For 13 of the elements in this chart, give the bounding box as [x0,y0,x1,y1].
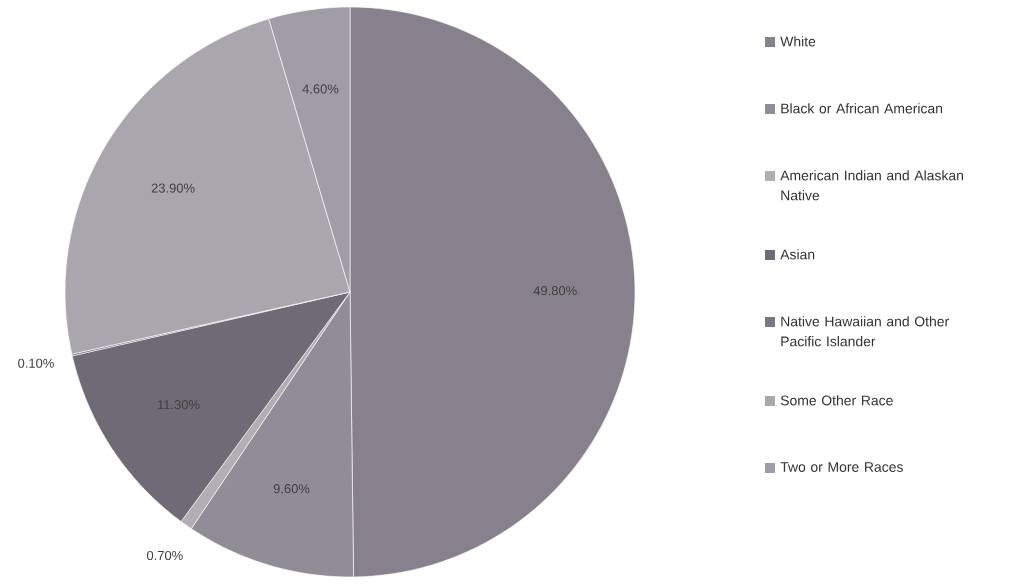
legend-label: White [780,36,816,47]
legend-label: Asian [780,249,815,260]
data-label: 0.10% [18,358,54,368]
data-label: 23.90% [151,183,195,193]
legend-label: Two or More Races [780,462,903,472]
data-label: 49.80% [533,286,577,296]
legend-label: Native Hawaiian and Other Pacific Islander [781,316,949,347]
legend-label: Black or African American [781,103,943,114]
data-label: 0.70% [146,550,183,561]
legend-label: American Indian and Alaskan Native [780,170,964,201]
data-label: 9.60% [273,484,310,494]
data-label: 4.60% [302,84,339,94]
legend-label: Some Other Race [780,395,893,406]
